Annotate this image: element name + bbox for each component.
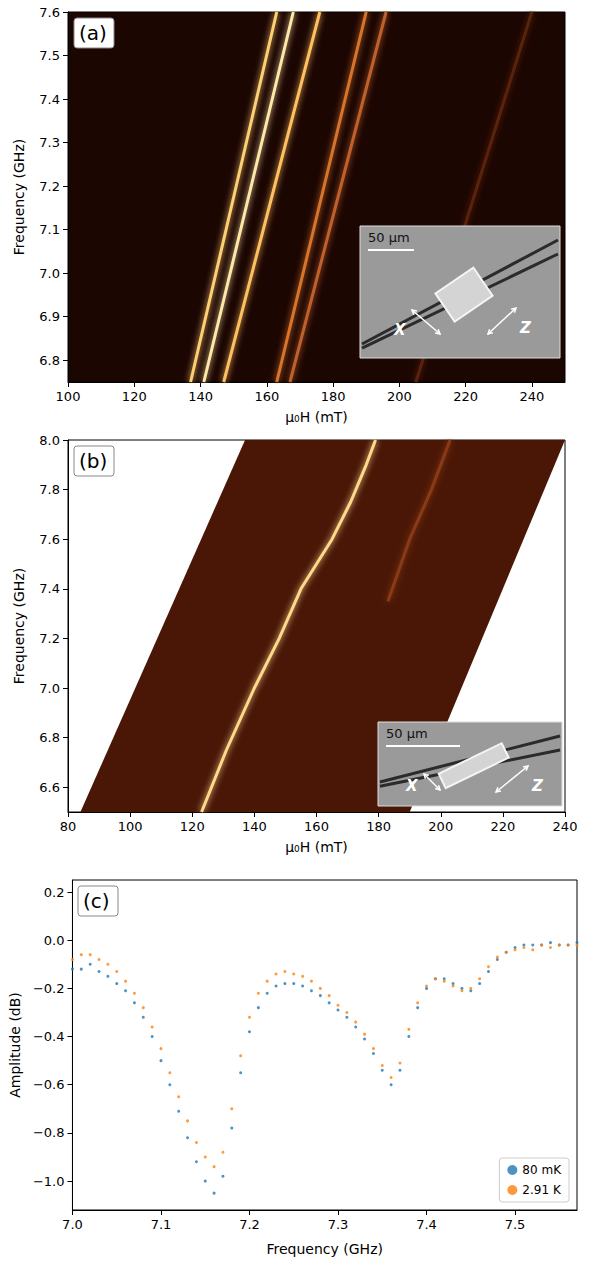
svg-text:X: X: [405, 777, 419, 795]
svg-text:7.8: 7.8: [39, 482, 60, 497]
svg-text:220: 220: [490, 819, 515, 834]
svg-text:7.6: 7.6: [39, 5, 60, 20]
svg-text:6.8: 6.8: [39, 730, 60, 745]
svg-text:100: 100: [118, 819, 143, 834]
svg-text:−1.0: −1.0: [33, 1174, 65, 1189]
svg-text:(a): (a): [79, 21, 107, 45]
svg-text:7.4: 7.4: [39, 581, 60, 596]
svg-text:120: 120: [180, 819, 205, 834]
svg-text:μ₀H (mT): μ₀H (mT): [285, 409, 348, 425]
svg-text:Amplitude (dB): Amplitude (dB): [7, 992, 23, 1098]
svg-text:200: 200: [428, 819, 453, 834]
svg-text:Frequency (GHz): Frequency (GHz): [11, 568, 27, 684]
svg-text:80: 80: [60, 819, 77, 834]
svg-text:Z: Z: [519, 319, 532, 337]
svg-text:Z: Z: [531, 777, 544, 795]
svg-text:160: 160: [254, 389, 279, 404]
svg-text:180: 180: [321, 389, 346, 404]
svg-text:(b): (b): [79, 449, 107, 473]
svg-text:50 μm: 50 μm: [386, 726, 428, 741]
svg-text:180: 180: [366, 819, 391, 834]
svg-text:7.1: 7.1: [39, 222, 60, 237]
svg-text:X: X: [393, 321, 407, 339]
svg-text:0.2: 0.2: [44, 885, 65, 900]
svg-text:8.0: 8.0: [39, 433, 60, 448]
svg-text:7.4: 7.4: [416, 1217, 437, 1232]
svg-text:140: 140: [242, 819, 267, 834]
svg-text:160: 160: [304, 819, 329, 834]
svg-text:7.5: 7.5: [505, 1217, 526, 1232]
svg-text:7.2: 7.2: [39, 631, 60, 646]
svg-text:−0.4: −0.4: [33, 1029, 65, 1044]
svg-text:−0.2: −0.2: [33, 981, 65, 996]
svg-text:6.6: 6.6: [39, 780, 60, 795]
svg-text:50 μm: 50 μm: [368, 230, 410, 245]
svg-text:80 mK: 80 mK: [522, 1163, 562, 1177]
svg-text:120: 120: [122, 389, 147, 404]
svg-text:240: 240: [553, 819, 578, 834]
svg-text:240: 240: [519, 389, 544, 404]
svg-text:7.0: 7.0: [39, 266, 60, 281]
svg-text:7.0: 7.0: [62, 1217, 83, 1232]
svg-text:7.2: 7.2: [239, 1217, 260, 1232]
svg-text:200: 200: [387, 389, 412, 404]
svg-text:7.5: 7.5: [39, 48, 60, 63]
svg-text:−0.6: −0.6: [33, 1077, 65, 1092]
svg-text:0.0: 0.0: [44, 933, 65, 948]
svg-text:(c): (c): [83, 889, 110, 913]
svg-text:140: 140: [188, 389, 213, 404]
svg-text:6.8: 6.8: [39, 353, 60, 368]
svg-text:Frequency (GHz): Frequency (GHz): [267, 1241, 383, 1257]
svg-text:220: 220: [453, 389, 478, 404]
svg-text:−0.8: −0.8: [33, 1125, 65, 1140]
svg-text:7.4: 7.4: [39, 92, 60, 107]
svg-text:7.3: 7.3: [39, 135, 60, 150]
svg-text:7.0: 7.0: [39, 681, 60, 696]
svg-text:2.91 K: 2.91 K: [522, 1183, 562, 1197]
svg-text:7.1: 7.1: [151, 1217, 172, 1232]
svg-text:7.2: 7.2: [39, 179, 60, 194]
svg-text:Frequency (GHz): Frequency (GHz): [11, 139, 27, 255]
svg-text:7.3: 7.3: [328, 1217, 349, 1232]
svg-text:6.9: 6.9: [39, 309, 60, 324]
svg-text:μ₀H (mT): μ₀H (mT): [285, 839, 348, 855]
svg-text:7.6: 7.6: [39, 532, 60, 547]
svg-text:100: 100: [56, 389, 81, 404]
